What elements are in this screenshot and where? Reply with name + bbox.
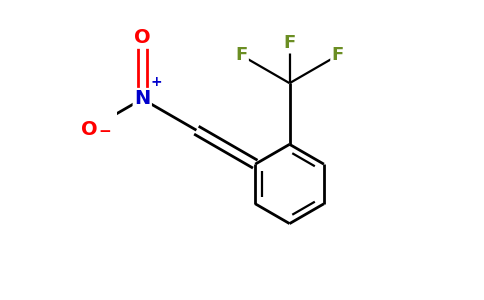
Text: F: F	[235, 46, 247, 64]
Text: +: +	[151, 75, 163, 89]
Text: O: O	[134, 28, 151, 47]
Text: O: O	[81, 120, 98, 139]
Text: N: N	[134, 89, 151, 108]
Text: −: −	[98, 124, 111, 139]
Text: F: F	[332, 46, 344, 64]
Text: F: F	[284, 34, 296, 52]
